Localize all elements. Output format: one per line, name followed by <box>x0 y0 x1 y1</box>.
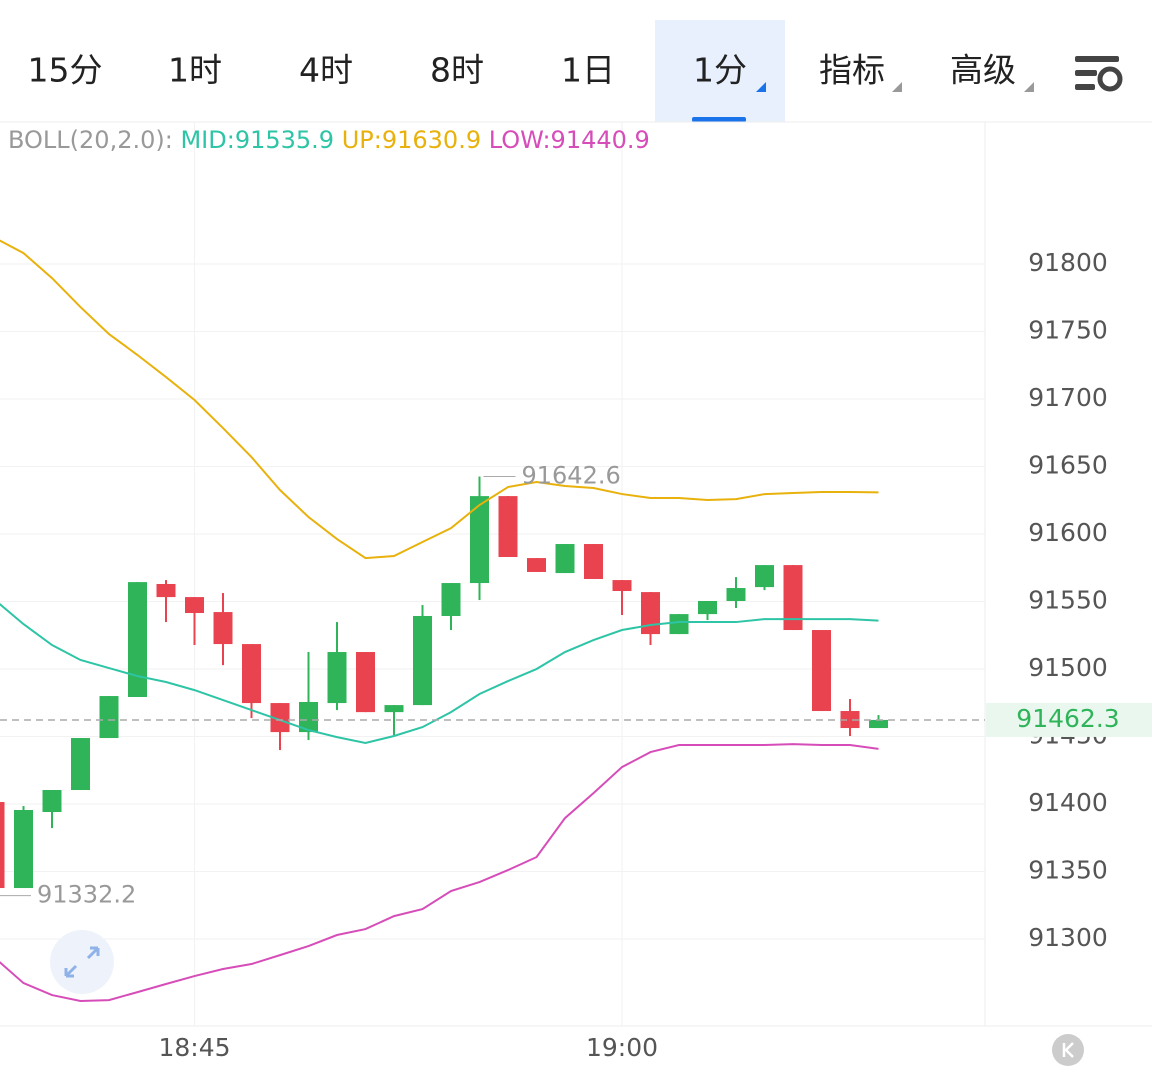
active-tab-underline <box>692 117 746 122</box>
candle-body <box>441 583 461 616</box>
candle-body <box>726 588 746 602</box>
price-label-bg <box>986 702 1152 737</box>
candle-body <box>185 597 204 614</box>
price-label: 91462.3 <box>1016 704 1119 733</box>
tab[interactable]: 1分 <box>693 51 747 90</box>
candle-body <box>755 565 774 588</box>
candle-body <box>156 583 176 598</box>
scroll-icon <box>1062 1042 1074 1058</box>
scroll-button[interactable] <box>1052 1034 1084 1066</box>
y-tick-label: 91600 <box>1028 518 1108 547</box>
candle-body <box>356 652 375 713</box>
y-tick-label: 91800 <box>1028 248 1108 277</box>
candle-body <box>384 705 404 713</box>
candle-body <box>669 614 689 635</box>
candle-body <box>327 652 347 704</box>
dropdown-arrow <box>892 82 902 92</box>
tab[interactable]: 高级 <box>950 51 1016 90</box>
dropdown-arrow <box>756 82 766 92</box>
expand-icon <box>64 946 100 978</box>
y-tick-label: 91500 <box>1028 653 1108 682</box>
plot <box>0 122 985 1026</box>
y-tick-label: 91700 <box>1028 383 1108 412</box>
candle-body <box>299 701 318 733</box>
dropdown-arrow <box>1024 82 1034 92</box>
candle-body <box>812 630 831 712</box>
y-tick-label: 91650 <box>1028 451 1108 480</box>
candle-body <box>641 592 660 635</box>
candle-body <box>413 615 432 706</box>
y-tick-label: 91350 <box>1028 856 1108 885</box>
y-tick-label: 91400 <box>1028 788 1108 817</box>
candle-body <box>555 544 575 574</box>
high-label: 91642.6 <box>522 462 621 490</box>
boll-line <box>0 743 879 1003</box>
candle-body <box>242 644 261 704</box>
candle-body <box>71 738 90 791</box>
settings-icon[interactable] <box>1075 56 1123 92</box>
candle-body <box>128 582 147 697</box>
x-tick-label: 18:45 <box>158 1033 230 1062</box>
tab[interactable]: 1时 <box>168 51 222 90</box>
legend-entry: UP:91630.9 <box>342 126 481 154</box>
y-tick-label: 91750 <box>1028 316 1108 345</box>
candle-body <box>584 544 603 579</box>
y-tick-label: 91550 <box>1028 586 1108 615</box>
tab[interactable]: 8时 <box>430 51 484 90</box>
candle-body <box>612 580 632 592</box>
candle-body <box>0 802 5 889</box>
tab[interactable]: 15分 <box>28 51 103 90</box>
candle-body <box>840 711 860 729</box>
candle-body <box>470 496 489 584</box>
tab[interactable]: 指标 <box>819 51 885 90</box>
active-tab-bg <box>655 20 785 122</box>
y-tick-label: 91300 <box>1028 923 1108 952</box>
legend-entry: BOLL(20,2.0): <box>8 126 173 154</box>
candle-body <box>270 703 290 733</box>
tab[interactable]: 4时 <box>299 51 353 90</box>
candle-body <box>99 696 119 739</box>
legend-entry: LOW:91440.9 <box>489 126 650 154</box>
tab[interactable]: 1日 <box>561 51 615 90</box>
indicator-legend: BOLL(20,2.0): MID:91535.9 UP:91630.9 LOW… <box>8 126 650 154</box>
candle-body <box>783 565 803 631</box>
x-tick-label: 19:00 <box>586 1033 658 1062</box>
candle-body <box>698 601 717 615</box>
expand-button[interactable] <box>50 930 114 994</box>
candle-body <box>14 809 33 889</box>
boll-line <box>0 239 879 560</box>
candle-body <box>213 612 233 645</box>
legend-entry: MID:91535.9 <box>180 126 334 154</box>
low-label: 91332.2 <box>37 881 136 909</box>
candle-body <box>498 496 518 557</box>
candle-body <box>527 558 546 572</box>
candle-body <box>869 719 888 729</box>
candle-body <box>42 790 62 813</box>
